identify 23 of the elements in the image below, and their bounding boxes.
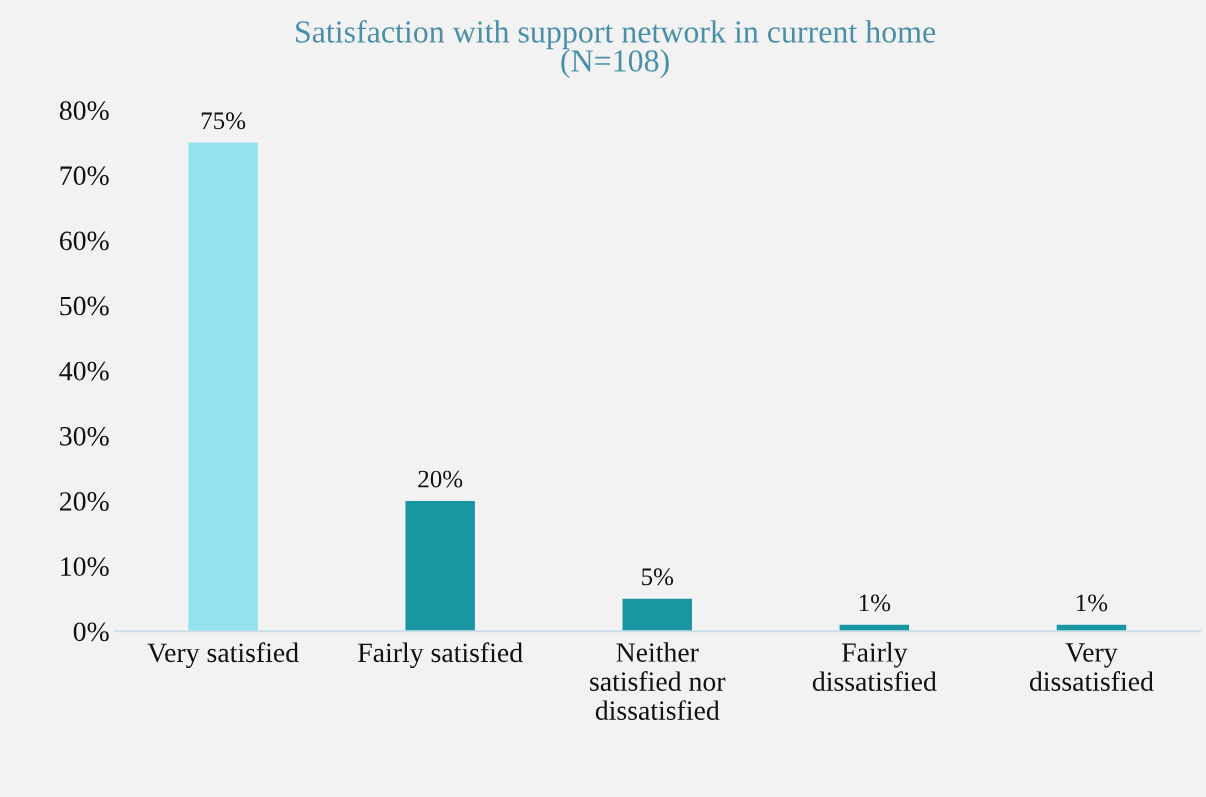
x-tick-label: Fairly satisfied xyxy=(358,642,523,668)
data-label: 20% xyxy=(418,470,463,488)
data-label: 1% xyxy=(1076,594,1108,612)
bar xyxy=(405,500,475,632)
y-tick-label: 0% xyxy=(73,622,109,642)
x-tick-label: Very dissatisfied xyxy=(1029,643,1154,691)
data-label: 1% xyxy=(859,594,891,612)
y-tick-label: 40% xyxy=(59,361,109,381)
y-tick-label: 80% xyxy=(59,101,109,120)
bar xyxy=(188,142,258,632)
y-tick-label: 10% xyxy=(61,557,109,577)
chart-title: Satisfaction with support network in current home (N=108) xyxy=(296,19,936,79)
y-tick-label: 60% xyxy=(59,231,109,251)
data-label: 5% xyxy=(642,568,674,586)
y-tick-label: 30% xyxy=(60,426,109,446)
x-tick-label: Fairly dissatisfied xyxy=(812,642,937,692)
bar xyxy=(622,598,692,632)
y-tick-label: 20% xyxy=(60,492,109,511)
x-tick-label: Very satisfied xyxy=(147,642,299,668)
data-label: 75% xyxy=(201,112,246,130)
y-tick-label: 70% xyxy=(60,166,109,186)
y-tick-label: 50% xyxy=(60,296,109,316)
x-tick-label: Neither satisfied nor dissatisfied xyxy=(590,642,726,720)
